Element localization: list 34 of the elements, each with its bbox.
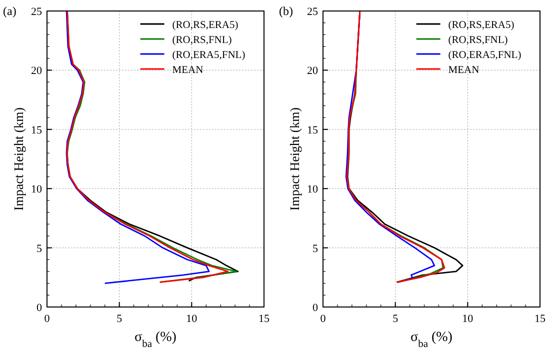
x-tick-label: 0 (44, 313, 50, 325)
legend-label: (RO,RS,FNL) (448, 35, 508, 46)
x-axis-title: σ$_{ba}$ (%) (410, 330, 453, 350)
legend-label: (RO,RS,ERA5) (448, 20, 515, 31)
x-tick-label: 0 (320, 313, 326, 325)
y-axis-title: Impact Height (km) (287, 107, 302, 211)
y-tick-label: 25 (307, 6, 318, 18)
x-tick-label: 10 (186, 313, 198, 325)
chart-title: (b) (279, 4, 293, 18)
x-axis-title: σ$_{ba}$ (%) (134, 330, 177, 350)
y-tick-label: 0 (36, 302, 42, 314)
y-tick-label: 10 (31, 184, 42, 196)
y-tick-label: 20 (307, 65, 318, 78)
x-tick-label: 5 (392, 313, 399, 325)
x-tick-label: 5 (116, 313, 123, 325)
y-tick-label: 15 (31, 124, 42, 136)
legend-label: (RO,RS,FNL) (172, 35, 232, 46)
legend-label: (RO,ERA5,FNL) (448, 50, 522, 61)
y-axis-title: Impact Height (km) (11, 107, 26, 211)
y-tick-label: 15 (307, 124, 318, 136)
legend-label: MEAN (448, 65, 480, 76)
legend-label: (RO,RS,ERA5) (172, 20, 239, 31)
y-tick-label: 5 (312, 242, 318, 255)
x-tick-label: 10 (462, 313, 474, 325)
legend-label: (RO,ERA5,FNL) (172, 50, 246, 61)
x-tick-label: 15 (258, 313, 270, 325)
x-tick-label: 15 (534, 313, 546, 325)
y-tick-label: 0 (312, 302, 318, 314)
y-tick-label: 5 (36, 242, 42, 255)
legend-label: MEAN (172, 65, 204, 76)
y-tick-label: 25 (31, 6, 42, 18)
y-tick-label: 10 (307, 184, 318, 196)
y-tick-label: 20 (31, 65, 42, 78)
chart-title: (a) (3, 4, 16, 18)
